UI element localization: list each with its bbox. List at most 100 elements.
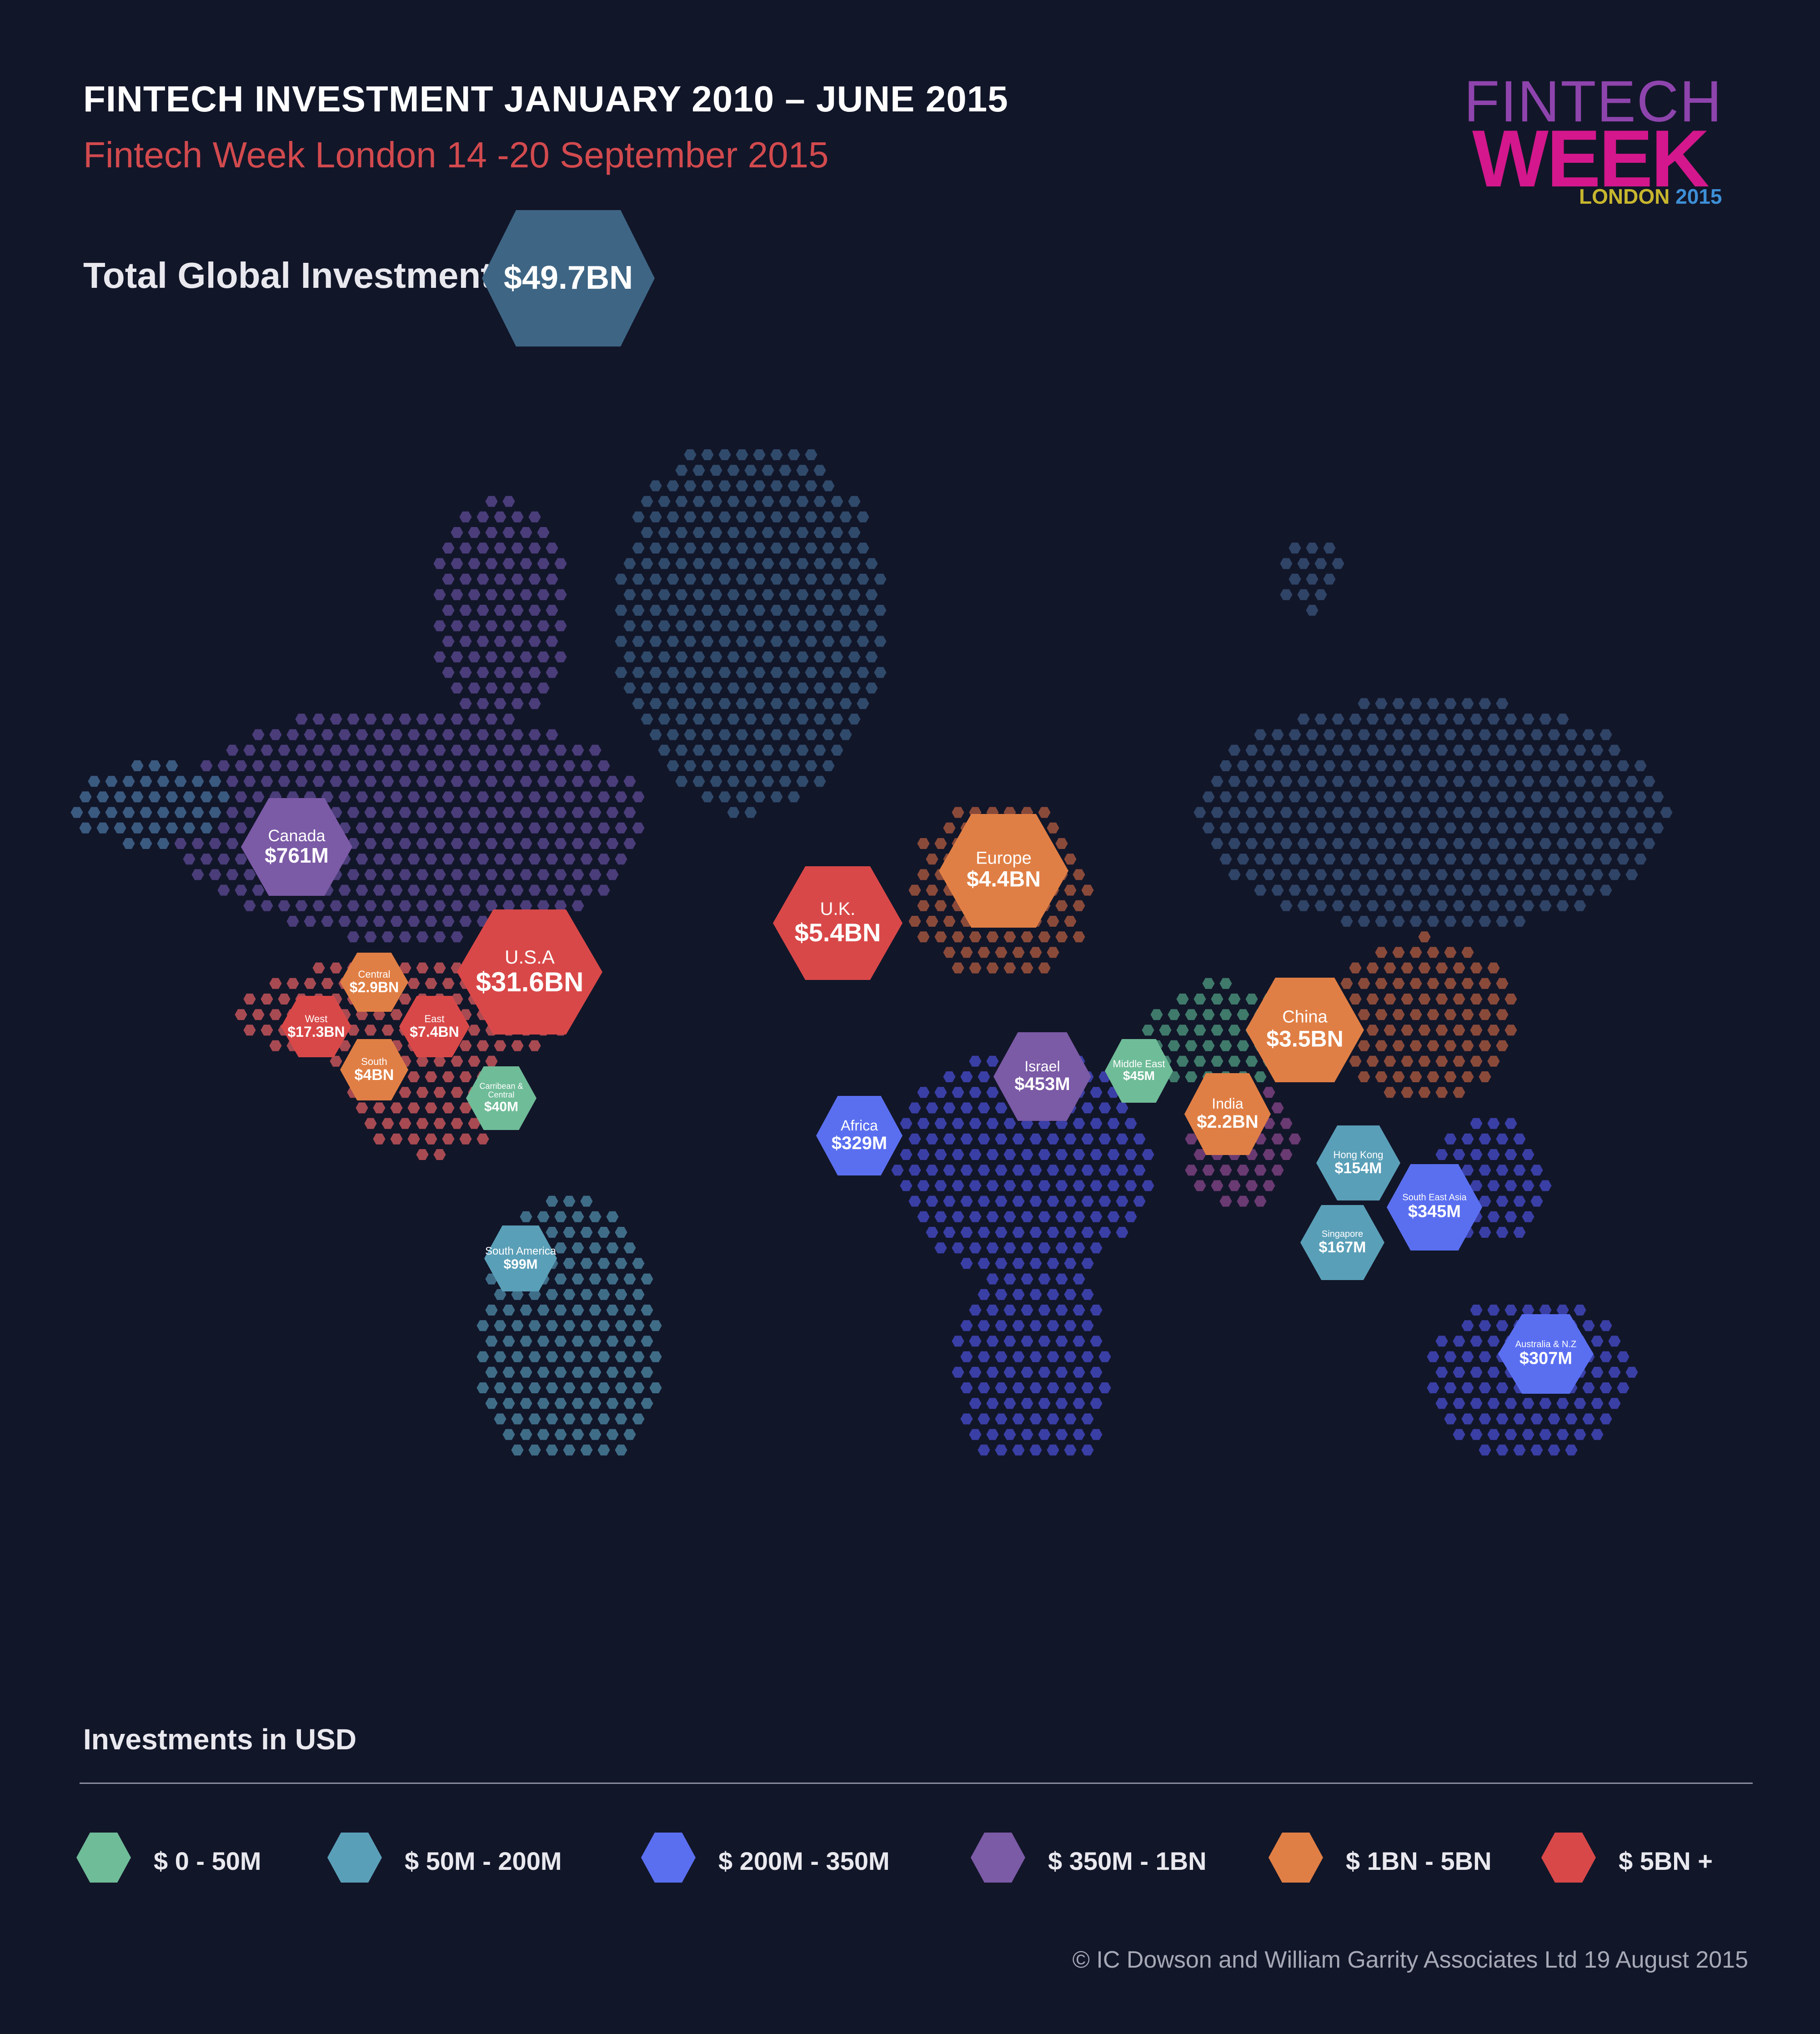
map-dot: [1090, 1087, 1103, 1098]
map-dot: [520, 558, 532, 569]
map-dot: [1297, 838, 1310, 849]
map-dot: [597, 1351, 610, 1362]
map-dot: [865, 651, 878, 663]
map-dot: [1461, 854, 1474, 865]
map-dot: [1366, 962, 1379, 974]
map-dot: [1522, 744, 1534, 756]
map-dot: [1530, 1413, 1543, 1425]
map-dot: [511, 884, 524, 896]
map-dot: [468, 527, 481, 538]
map-dot: [1487, 838, 1500, 849]
map-dot: [485, 1305, 498, 1316]
map-dot: [451, 869, 463, 880]
map-dot: [1081, 1165, 1094, 1176]
map-dot: [364, 900, 377, 911]
map-dot: [1237, 1165, 1249, 1176]
map-dot: [183, 791, 196, 803]
map-dot: [718, 698, 731, 709]
map-dot: [1617, 791, 1629, 803]
map-dot: [217, 822, 230, 834]
map-dot: [1055, 1149, 1068, 1160]
map-dot: [183, 854, 196, 865]
map-dot: [468, 838, 481, 849]
map-dot: [710, 683, 722, 693]
map-dot: [1116, 1195, 1128, 1207]
region-value: $31.6BN: [476, 966, 584, 997]
logo-line3: LONDON 2015: [1579, 184, 1722, 209]
map-dot: [1479, 1133, 1491, 1145]
map-dot: [572, 1273, 584, 1285]
map-dot: [1073, 869, 1085, 880]
map-dot: [1124, 1118, 1137, 1129]
map-dot: [1003, 1273, 1016, 1285]
map-dot: [1409, 978, 1422, 989]
map-dot: [416, 962, 429, 974]
map-dot: [1418, 931, 1431, 943]
map-dot: [312, 776, 325, 787]
map-dot: [304, 916, 316, 927]
map-dot: [1047, 947, 1059, 958]
map-dot: [373, 729, 386, 740]
map-dot: [1530, 1444, 1543, 1456]
map-dot: [623, 1305, 636, 1316]
map-dot: [1289, 822, 1301, 834]
legend-item-tier_50m_200m: $ 50M - 200M: [327, 1833, 582, 1887]
map-dot: [969, 1118, 982, 1129]
map-dot: [278, 776, 291, 787]
region-hexagon-icon: [1246, 978, 1364, 1082]
map-dot: [667, 542, 679, 554]
map-dot: [520, 807, 532, 818]
region-hexagon-icon: [241, 798, 352, 896]
map-dot: [1591, 776, 1604, 787]
map-dot: [1591, 1336, 1604, 1347]
map-dot: [1280, 589, 1293, 600]
map-dot: [269, 1009, 282, 1020]
map-dot: [1289, 884, 1301, 896]
map-dot: [615, 1382, 627, 1393]
map-dot: [1418, 744, 1431, 756]
map-dot: [1314, 838, 1327, 849]
logo-line1: FINTECH: [1464, 69, 1723, 134]
map-dot: [451, 1118, 463, 1129]
map-dot: [1340, 791, 1353, 803]
map-dot: [451, 558, 463, 569]
map-dot: [969, 1211, 982, 1222]
map-dot: [623, 1398, 636, 1409]
map-dot: [1211, 1180, 1223, 1191]
map-dot: [459, 605, 472, 616]
map-dot: [1461, 884, 1474, 896]
map-dot: [1634, 854, 1647, 865]
map-dot: [572, 1211, 584, 1222]
map-dot: [1548, 854, 1560, 865]
map-dot: [1444, 791, 1457, 803]
map-dot: [969, 1242, 982, 1254]
map-dot: [1599, 1320, 1612, 1331]
map-dot: [675, 527, 688, 538]
map-dot: [1202, 822, 1215, 834]
map-dot: [813, 776, 826, 787]
map-dot: [796, 465, 809, 476]
legend-title: Investments in USD: [83, 1723, 357, 1756]
region-hexagon-icon: [1498, 1314, 1594, 1394]
map-dot: [1625, 807, 1638, 818]
map-dot: [1617, 760, 1629, 771]
map-dot: [1047, 1382, 1059, 1393]
map-dot: [1513, 884, 1526, 896]
map-dot: [1358, 884, 1370, 896]
map-dot: [718, 573, 731, 585]
map-dot: [1461, 822, 1474, 834]
map-dot: [1375, 791, 1388, 803]
map-dot: [848, 651, 861, 663]
map-dot: [433, 1118, 446, 1129]
map-dot: [1401, 1087, 1414, 1098]
map-dot: [822, 729, 835, 740]
map-dot: [1029, 1320, 1042, 1331]
map-dot: [787, 791, 800, 803]
map-dot: [1003, 931, 1016, 943]
map-dot: [1548, 1444, 1560, 1456]
map-dot: [528, 667, 541, 678]
map-dot: [485, 496, 498, 507]
map-dot: [753, 698, 766, 709]
map-dot: [1409, 1040, 1422, 1051]
map-dot: [1496, 884, 1509, 896]
